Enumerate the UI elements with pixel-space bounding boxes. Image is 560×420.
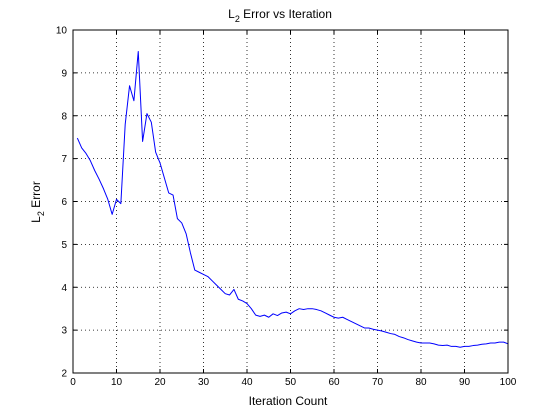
x-tick-label: 50 — [285, 377, 297, 388]
y-axis-label: L2 Error — [29, 181, 46, 223]
y-tick-label: 7 — [61, 154, 67, 165]
y-tick-label: 5 — [61, 240, 67, 251]
x-tick-label: 10 — [111, 377, 123, 388]
y-tick-label: 9 — [61, 68, 67, 79]
x-tick-label: 80 — [415, 377, 427, 388]
y-tick-label: 2 — [61, 369, 67, 380]
x-tick-label: 40 — [241, 377, 253, 388]
y-tick-label: 3 — [61, 326, 67, 337]
y-tick-label: 4 — [61, 283, 67, 294]
ticks — [72, 29, 509, 374]
series-group — [76, 50, 509, 348]
y-tick-label: 8 — [61, 111, 67, 122]
y-tick-label: 6 — [61, 197, 67, 208]
x-tick-label: 20 — [154, 377, 166, 388]
y-tick-labels: 2 3 4 5 6 7 8 9 10 — [56, 26, 68, 380]
y-tick-label: 10 — [56, 26, 68, 37]
x-tick-label: 90 — [459, 377, 471, 388]
series-line — [76, 50, 509, 348]
x-tick-labels: 0 10 20 30 40 50 60 70 80 90 100 — [70, 377, 517, 388]
x-tick-label: 70 — [372, 377, 384, 388]
grid — [73, 30, 508, 373]
x-tick-label: 60 — [328, 377, 340, 388]
x-tick-label: 30 — [198, 377, 210, 388]
x-tick-label: 0 — [70, 377, 76, 388]
chart-title: L2 Error vs Iteration — [228, 7, 332, 24]
x-axis-label: Iteration Count — [249, 394, 328, 408]
x-tick-label: 100 — [500, 377, 517, 388]
